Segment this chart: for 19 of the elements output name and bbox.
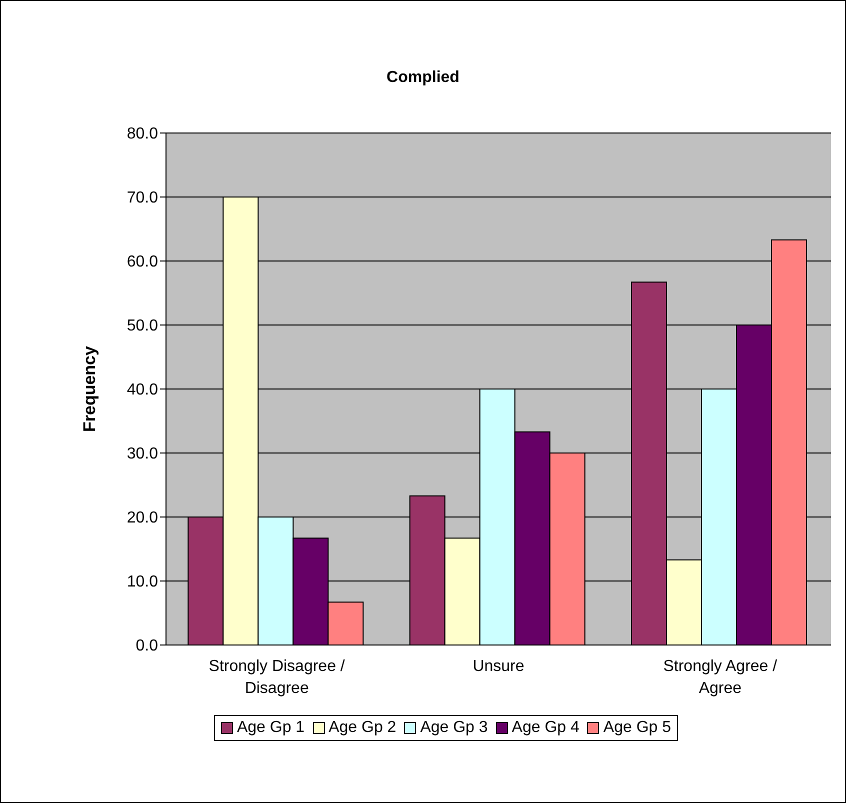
y-tick-label: 10.0 bbox=[126, 574, 158, 591]
y-tick-label: 50.0 bbox=[126, 318, 158, 335]
chart-title: Complied bbox=[386, 69, 460, 87]
x-tick-label: Unsure bbox=[472, 658, 524, 675]
y-tick-label: 60.0 bbox=[126, 254, 158, 271]
y-axis-title: Frequency bbox=[80, 345, 100, 432]
y-tick-label: 80.0 bbox=[126, 126, 158, 143]
y-tick-label: 70.0 bbox=[126, 190, 158, 207]
x-tick-label: Strongly Disagree / Disagree bbox=[208, 658, 346, 697]
y-tick-label: 20.0 bbox=[126, 510, 158, 527]
x-tick-label: Strongly Agree / Agree bbox=[663, 658, 778, 697]
legend-label: Age Gp 1 bbox=[236, 719, 305, 737]
y-tick-label: 30.0 bbox=[126, 446, 158, 463]
legend-label: Age Gp 5 bbox=[602, 719, 672, 737]
legend-label: Age Gp 3 bbox=[419, 719, 488, 737]
legend-label: Age Gp 2 bbox=[328, 719, 396, 737]
y-tick-label: 0.0 bbox=[136, 638, 158, 655]
y-tick-label: 40.0 bbox=[126, 382, 158, 399]
legend-label: Age Gp 4 bbox=[510, 719, 580, 737]
